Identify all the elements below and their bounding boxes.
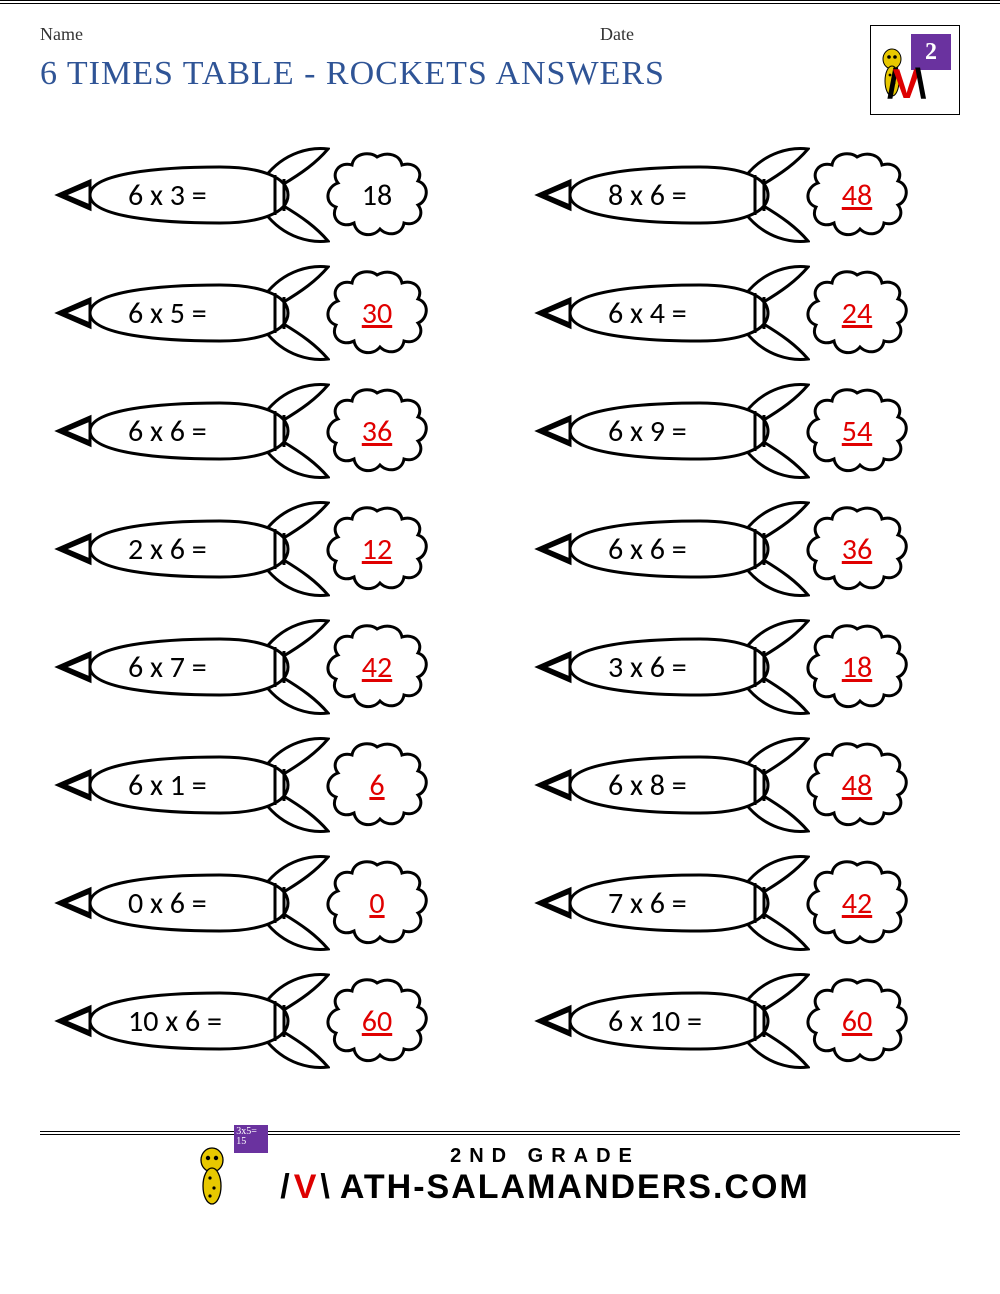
equation-text: 6 x 9 = bbox=[608, 381, 687, 481]
cloud-icon: 36 bbox=[322, 381, 432, 481]
rocket-icon: 0 x 6 = bbox=[50, 853, 330, 953]
problem-row: 0 x 6 = 0 bbox=[50, 853, 470, 953]
problem-row: 8 x 6 = 48 bbox=[530, 145, 950, 245]
equation-text: 10 x 6 = bbox=[128, 971, 222, 1071]
header-row: Name Date bbox=[40, 24, 960, 45]
title-row: 6 TIMES TABLE - ROCKETS ANSWERS 2 /V\ bbox=[40, 55, 960, 115]
cloud-icon: 36 bbox=[802, 499, 912, 599]
problem-row: 6 x 5 = 30 bbox=[50, 263, 470, 363]
footer-board-icon: 3x5= 15 bbox=[234, 1125, 268, 1153]
worksheet-page: Name Date 6 TIMES TABLE - ROCKETS ANSWER… bbox=[0, 0, 1000, 1237]
logo-m-icon: /V\ bbox=[887, 60, 920, 108]
cloud-icon: 0 bbox=[322, 853, 432, 953]
equation-text: 6 x 10 = bbox=[608, 971, 702, 1071]
footer-salamander-icon bbox=[190, 1146, 238, 1206]
rocket-icon: 6 x 6 = bbox=[530, 499, 810, 599]
problems-grid: 6 x 3 = 18 8 x 6 = 48 6 x 5 = 30 bbox=[40, 145, 960, 1071]
problem-row: 6 x 10 = 60 bbox=[530, 971, 950, 1071]
rocket-icon: 6 x 10 = bbox=[530, 971, 810, 1071]
equation-text: 3 x 6 = bbox=[608, 617, 687, 717]
cloud-icon: 42 bbox=[322, 617, 432, 717]
cloud-icon: 42 bbox=[802, 853, 912, 953]
problem-row: 6 x 6 = 36 bbox=[530, 499, 950, 599]
answer-text: 42 bbox=[322, 617, 432, 717]
equation-text: 6 x 6 = bbox=[128, 381, 207, 481]
brand-logo: 2 /V\ bbox=[870, 25, 960, 115]
cloud-icon: 54 bbox=[802, 381, 912, 481]
cloud-icon: 48 bbox=[802, 735, 912, 835]
cloud-icon: 18 bbox=[802, 617, 912, 717]
rocket-icon: 6 x 6 = bbox=[50, 381, 330, 481]
answer-text: 12 bbox=[322, 499, 432, 599]
answer-text: 60 bbox=[322, 971, 432, 1071]
cloud-icon: 30 bbox=[322, 263, 432, 363]
page-title: 6 TIMES TABLE - ROCKETS ANSWERS bbox=[40, 55, 665, 93]
equation-text: 8 x 6 = bbox=[608, 145, 687, 245]
equation-text: 7 x 6 = bbox=[608, 853, 687, 953]
answer-text: 30 bbox=[322, 263, 432, 363]
cloud-icon: 60 bbox=[322, 971, 432, 1071]
answer-text: 36 bbox=[322, 381, 432, 481]
answer-text: 24 bbox=[802, 263, 912, 363]
answer-text: 36 bbox=[802, 499, 912, 599]
cloud-icon: 6 bbox=[322, 735, 432, 835]
problem-row: 6 x 4 = 24 bbox=[530, 263, 950, 363]
equation-text: 6 x 6 = bbox=[608, 499, 687, 599]
name-label: Name bbox=[40, 24, 400, 45]
answer-text: 48 bbox=[802, 145, 912, 245]
footer-brand-text: ATH-SALAMANDERS.COM bbox=[340, 1168, 810, 1207]
equation-text: 6 x 5 = bbox=[128, 263, 207, 363]
answer-text: 0 bbox=[322, 853, 432, 953]
problem-row: 6 x 6 = 36 bbox=[50, 381, 470, 481]
problem-row: 6 x 8 = 48 bbox=[530, 735, 950, 835]
rocket-icon: 10 x 6 = bbox=[50, 971, 330, 1071]
cloud-icon: 18 bbox=[322, 145, 432, 245]
rocket-icon: 8 x 6 = bbox=[530, 145, 810, 245]
rocket-icon: 6 x 5 = bbox=[50, 263, 330, 363]
rocket-icon: 6 x 9 = bbox=[530, 381, 810, 481]
cloud-icon: 24 bbox=[802, 263, 912, 363]
rocket-icon: 6 x 4 = bbox=[530, 263, 810, 363]
equation-text: 0 x 6 = bbox=[128, 853, 207, 953]
equation-text: 6 x 7 = bbox=[128, 617, 207, 717]
problem-row: 3 x 6 = 18 bbox=[530, 617, 950, 717]
answer-text: 54 bbox=[802, 381, 912, 481]
cloud-icon: 48 bbox=[802, 145, 912, 245]
rocket-icon: 3 x 6 = bbox=[530, 617, 810, 717]
problem-row: 6 x 9 = 54 bbox=[530, 381, 950, 481]
rocket-icon: 7 x 6 = bbox=[530, 853, 810, 953]
footer: 3x5= 15 2ND GRADE /V\ ATH-SALAMANDERS.CO… bbox=[40, 1131, 960, 1207]
problem-row: 6 x 7 = 42 bbox=[50, 617, 470, 717]
answer-text: 42 bbox=[802, 853, 912, 953]
rocket-icon: 6 x 1 = bbox=[50, 735, 330, 835]
footer-content: 3x5= 15 2ND GRADE /V\ ATH-SALAMANDERS.CO… bbox=[40, 1145, 960, 1207]
cloud-icon: 12 bbox=[322, 499, 432, 599]
cloud-icon: 60 bbox=[802, 971, 912, 1071]
problem-row: 7 x 6 = 42 bbox=[530, 853, 950, 953]
problem-row: 10 x 6 = 60 bbox=[50, 971, 470, 1071]
answer-text: 18 bbox=[322, 145, 432, 245]
answer-text: 18 bbox=[802, 617, 912, 717]
problem-row: 2 x 6 = 12 bbox=[50, 499, 470, 599]
equation-text: 6 x 4 = bbox=[608, 263, 687, 363]
grade-number: 2 bbox=[925, 39, 937, 66]
answer-text: 6 bbox=[322, 735, 432, 835]
equation-text: 6 x 8 = bbox=[608, 735, 687, 835]
equation-text: 6 x 1 = bbox=[128, 735, 207, 835]
equation-text: 2 x 6 = bbox=[128, 499, 207, 599]
answer-text: 48 bbox=[802, 735, 912, 835]
answer-text: 60 bbox=[802, 971, 912, 1071]
problem-row: 6 x 3 = 18 bbox=[50, 145, 470, 245]
rocket-icon: 2 x 6 = bbox=[50, 499, 330, 599]
footer-grade: 2ND GRADE bbox=[280, 1145, 809, 1168]
rocket-icon: 6 x 3 = bbox=[50, 145, 330, 245]
problem-row: 6 x 1 = 6 bbox=[50, 735, 470, 835]
footer-brand: /V\ ATH-SALAMANDERS.COM bbox=[280, 1168, 809, 1207]
rocket-icon: 6 x 7 = bbox=[50, 617, 330, 717]
equation-text: 6 x 3 = bbox=[128, 145, 207, 245]
rocket-icon: 6 x 8 = bbox=[530, 735, 810, 835]
